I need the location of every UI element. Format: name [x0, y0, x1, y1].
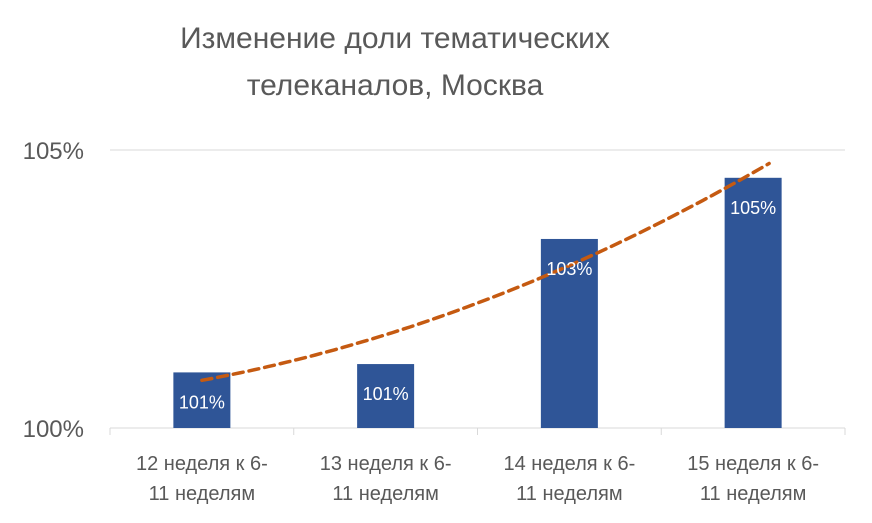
- bar: [357, 364, 415, 428]
- data-labels: 101% 101% 103% 105%: [179, 198, 776, 413]
- bar: [724, 177, 782, 428]
- chart-title-line-2: телеканалов, Москва: [247, 69, 544, 102]
- x-tick-label: 14 неделя к 6-: [503, 453, 635, 475]
- x-tick-label: 15 неделя к 6-: [687, 453, 819, 475]
- bars: [173, 177, 782, 428]
- trendline: [200, 161, 771, 383]
- data-label: 103%: [546, 259, 592, 279]
- y-axis-ticks: 100% 105%: [23, 138, 84, 443]
- x-axis-ticks: 12 неделя к 6- 11 неделям 13 неделя к 6- 11…: [136, 453, 819, 505]
- y-tick-label: 100%: [23, 416, 84, 443]
- y-tick-label: 105%: [23, 138, 84, 165]
- x-tick-label: 11 неделям: [516, 483, 622, 505]
- chart-title-line-1: Изменение доли тематических: [180, 22, 610, 55]
- bar: [540, 238, 598, 428]
- trendline-layer: [200, 161, 771, 383]
- data-label: 105%: [730, 198, 776, 218]
- x-tick-label: 13 неделя к 6-: [320, 453, 452, 475]
- data-label: 101%: [363, 384, 409, 404]
- x-axis: [109, 427, 846, 435]
- x-tick-label: 12 неделя к 6-: [136, 453, 268, 475]
- data-label: 101%: [179, 392, 225, 412]
- x-tick-label: 11 неделям: [332, 483, 438, 505]
- x-tick-label: 11 неделям: [700, 483, 806, 505]
- x-tick-label: 11 неделям: [149, 483, 255, 505]
